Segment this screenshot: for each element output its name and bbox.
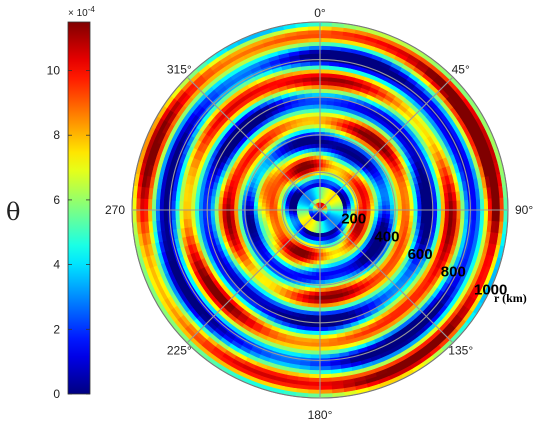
radius-tick-label: 400 [374,228,399,245]
colorbar-tick-label: 0 [53,387,60,401]
angle-label: 225° [167,344,192,358]
colorbar-multiplier: × 10-4 [68,5,95,19]
angle-label: 45° [452,62,470,76]
angle-label: 90° [515,203,533,217]
polar-plot: 0° 45° 90° 135° 180° 225° 270 315° 200 400 600 800… [105,6,533,422]
colorbar-gradient [67,21,91,395]
angle-label: 315° [167,62,192,76]
radial-axis-label: r (km) [494,291,527,305]
polar-grid [131,21,509,399]
theta-label: θ [6,198,20,226]
colorbar-tick-label: 4 [53,258,60,272]
angle-label: 180° [308,408,333,422]
colorbar-tick-label: 2 [53,322,60,336]
angle-label: 270 [105,203,125,217]
colorbar-tick-label: 10 [47,64,61,78]
radius-tick-label: 200 [341,211,366,228]
angle-label: 135° [448,344,473,358]
radius-tick-label: 600 [408,246,433,263]
colorbar-tick-label: 8 [53,128,60,142]
colorbar-tick-label: 6 [53,193,60,207]
colorbar: 0 2 4 6 8 10 × 10-4 [47,5,96,401]
angle-label: 0° [314,6,326,20]
colorbar-ticks: 0 2 4 6 8 10 [47,64,90,401]
radius-tick-label: 800 [441,264,466,281]
